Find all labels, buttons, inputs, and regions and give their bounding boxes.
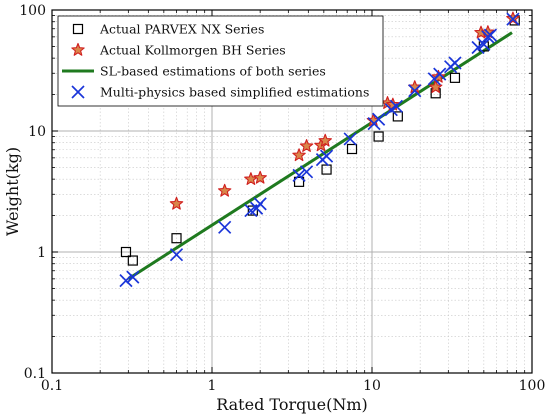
legend-box — [57, 15, 384, 107]
x-marker-stroke — [372, 112, 386, 126]
data-point-x — [389, 99, 403, 113]
x-marker-stroke — [389, 99, 403, 113]
data-point-star — [253, 170, 267, 184]
data-point-x — [292, 168, 306, 182]
series-x — [119, 12, 520, 288]
x-marker-stroke — [169, 248, 184, 262]
data-point-x — [218, 220, 232, 234]
data-point-x — [299, 165, 314, 179]
data-point-star — [428, 80, 443, 94]
data-point-x — [506, 12, 520, 26]
x-marker-stroke — [292, 168, 306, 182]
sl-estimation-line — [127, 31, 513, 281]
data-point-open-square — [373, 131, 384, 142]
x-marker-stroke — [253, 197, 267, 211]
data-point-x — [477, 37, 491, 51]
legend: Actual PARVEX NX Series Actual Kollmorgen… — [57, 15, 384, 107]
x-tick-label: 0.1 — [41, 378, 63, 394]
plot-series — [119, 11, 520, 288]
series-line — [127, 31, 513, 281]
x-tick-label: 100 — [519, 378, 546, 394]
legend-entry: Actual Kollmorgen BH Series — [71, 42, 286, 58]
legend-marker — [71, 85, 85, 99]
data-point-star — [292, 148, 306, 162]
data-point-x — [253, 197, 267, 211]
data-point-open-square — [346, 143, 358, 155]
x-marker-stroke — [126, 270, 140, 284]
x-tick-label: 10 — [363, 378, 381, 394]
legend-entry: Actual PARVEX NX Series — [72, 22, 264, 37]
y-tick-label: 10 — [28, 124, 46, 140]
legend-marker — [71, 42, 85, 56]
legend-marker — [72, 23, 84, 35]
x-marker-stroke — [477, 37, 491, 51]
data-point-x — [433, 67, 447, 81]
data-point-x — [483, 28, 498, 42]
data-point-star — [506, 11, 520, 25]
x-marker-stroke — [408, 84, 422, 98]
legend-entry: Multi-physics based simplified estimatio… — [71, 85, 369, 100]
x-marker-stroke — [71, 85, 85, 99]
y-tick-label: 100 — [19, 3, 46, 19]
data-point-star — [299, 139, 314, 152]
legend-entry: SL-based estimations of both series — [62, 64, 326, 79]
data-point-open-square — [321, 164, 332, 175]
x-marker-stroke — [343, 132, 357, 146]
data-point-x — [119, 274, 133, 288]
data-point-open-square — [392, 111, 403, 122]
x-marker-stroke — [119, 274, 133, 288]
data-point-star — [318, 133, 332, 147]
data-point-open-square — [247, 205, 258, 216]
data-point-x — [408, 84, 422, 98]
legend-label: Actual PARVEX NX Series — [99, 22, 264, 37]
x-marker-stroke — [299, 165, 314, 179]
x-marker-stroke — [433, 67, 447, 81]
x-marker-stroke — [483, 28, 498, 42]
x-marker-stroke — [319, 149, 334, 163]
x-marker-stroke — [506, 12, 520, 26]
data-point-x — [372, 112, 386, 126]
data-point-x — [319, 149, 334, 163]
data-point-x — [169, 248, 184, 262]
legend-label: SL-based estimations of both series — [100, 64, 326, 79]
x-tick-label: 1 — [208, 378, 217, 394]
data-point-x — [448, 56, 462, 70]
data-point-x — [126, 270, 140, 284]
data-point-open-square — [127, 255, 138, 266]
data-point-open-square — [120, 246, 132, 258]
series-open-square — [120, 15, 520, 266]
axes: 0.1 1 10 100 0.1 1 10 100 — [19, 3, 545, 394]
data-point-star — [169, 196, 184, 210]
data-point-star — [217, 183, 232, 197]
plot-frame — [51, 9, 533, 374]
legend-label: Actual Kollmorgen BH Series — [99, 43, 286, 58]
y-tick-label: 1 — [37, 245, 46, 261]
x-axis-title: Rated Torque(Nm) — [216, 395, 368, 414]
x-marker-stroke — [218, 220, 232, 234]
y-axis-title: Weight(kg) — [3, 147, 22, 236]
y-tick-label: 0.1 — [24, 366, 46, 382]
legend-label: Multi-physics based simplified estimatio… — [100, 85, 369, 100]
data-point-x — [343, 132, 357, 146]
data-point-open-square — [449, 72, 461, 83]
data-point-star — [244, 172, 258, 185]
x-marker-stroke — [448, 56, 462, 70]
data-point-open-square — [171, 233, 182, 244]
data-point-open-square — [293, 176, 305, 187]
